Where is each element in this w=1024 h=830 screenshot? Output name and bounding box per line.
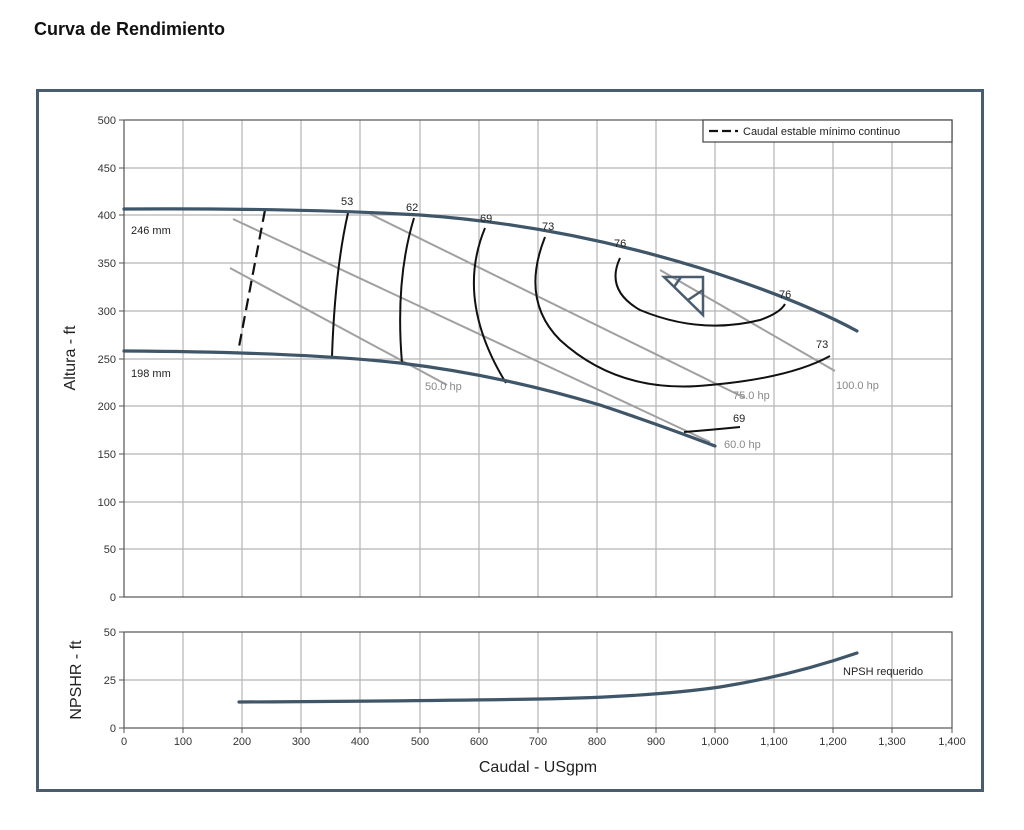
efficiency-curves: [331, 212, 831, 433]
main-y-ticks: [119, 119, 124, 598]
y-tick-350: 350: [98, 258, 116, 270]
x-tick-0: 0: [121, 736, 127, 748]
x-ticks: [123, 728, 953, 733]
power-label-75hp: 75.0 hp: [733, 390, 770, 402]
efficiency-curve-69: [472, 227, 507, 384]
x-tick-1400: 1,400: [938, 736, 966, 748]
head-curves: [122, 207, 859, 448]
y-tick-150: 150: [98, 449, 116, 461]
x-tick-1000: 1,000: [701, 736, 729, 748]
power-label-60hp: 60.0 hp: [724, 439, 761, 451]
y-tick-450: 450: [98, 163, 116, 175]
npsh-y-tick-25: 25: [104, 675, 116, 687]
npsh-y-tick-50: 50: [104, 627, 116, 639]
eff-label-69: 69: [480, 213, 492, 225]
x-tick-500: 500: [411, 736, 429, 748]
main-y-axis-label: Altura - ft: [62, 325, 79, 390]
npsh-curve-label: NPSH requerido: [843, 666, 923, 678]
power-label-100hp: 100.0 hp: [836, 380, 879, 392]
chart-frame: [36, 89, 984, 792]
efficiency-curve-73: [534, 236, 831, 388]
x-tick-900: 900: [647, 736, 665, 748]
power-line-50hp: [229, 267, 448, 386]
efficiency-curve-76: [614, 257, 786, 327]
x-tick-600: 600: [470, 736, 488, 748]
y-tick-400: 400: [98, 210, 116, 222]
eff-label-76: 76: [614, 238, 626, 250]
power-label-50hp: 50.0 hp: [425, 381, 462, 393]
efficiency-curve-62: [399, 217, 415, 364]
min-flow-dashed-line: [236, 209, 267, 353]
power-line-75hp: [369, 213, 746, 399]
eff-label-62: 62: [406, 202, 418, 214]
eff-label-53: 53: [341, 196, 353, 208]
bep-triangle-marker: [660, 275, 705, 318]
x-tick-100: 100: [174, 736, 192, 748]
x-tick-800: 800: [588, 736, 606, 748]
y-tick-250: 250: [98, 354, 116, 366]
x-tick-1200: 1,200: [819, 736, 847, 748]
npsh-grid: [124, 632, 952, 728]
npsh-required-curve: [237, 651, 859, 704]
eff-label-73: 73: [542, 221, 554, 233]
x-tick-700: 700: [529, 736, 547, 748]
page-title: Curva de Rendimiento: [34, 19, 226, 39]
y-tick-300: 300: [98, 306, 116, 318]
y-tick-100: 100: [98, 497, 116, 509]
eff-label-69-right: 69: [733, 413, 745, 425]
x-axis-label: Caudal - USgpm: [479, 759, 597, 776]
legend: Caudal estable mínimo continuo: [702, 119, 953, 143]
eff-label-73-right: 73: [816, 339, 828, 351]
y-tick-500: 500: [98, 115, 116, 127]
head-curve-246mm: [122, 207, 859, 333]
main-grid: [124, 120, 952, 597]
x-tick-200: 200: [233, 736, 251, 748]
legend-label: Caudal estable mínimo continuo: [743, 126, 900, 138]
y-tick-50: 50: [104, 544, 116, 556]
x-tick-1100: 1,100: [760, 736, 788, 748]
head-curve-198mm: [122, 349, 717, 448]
impeller-label-198mm: 198 mm: [131, 368, 171, 380]
y-tick-0: 0: [110, 592, 116, 604]
power-line-100hp: [659, 269, 836, 372]
x-tick-300: 300: [292, 736, 310, 748]
power-line-60hp: [232, 218, 711, 443]
npsh-y-ticks: [119, 631, 124, 729]
impeller-label-246mm: 246 mm: [131, 225, 171, 237]
y-tick-200: 200: [98, 401, 116, 413]
eff-label-76-right: 76: [779, 289, 791, 301]
efficiency-curve-53: [331, 212, 349, 357]
power-lines: [229, 213, 836, 443]
x-tick-1300: 1,300: [878, 736, 906, 748]
npsh-y-tick-0: 0: [110, 723, 116, 735]
npsh-y-axis-label: NPSHR - ft: [68, 640, 85, 720]
efficiency-curve-69-right: [683, 426, 741, 433]
x-tick-400: 400: [351, 736, 369, 748]
